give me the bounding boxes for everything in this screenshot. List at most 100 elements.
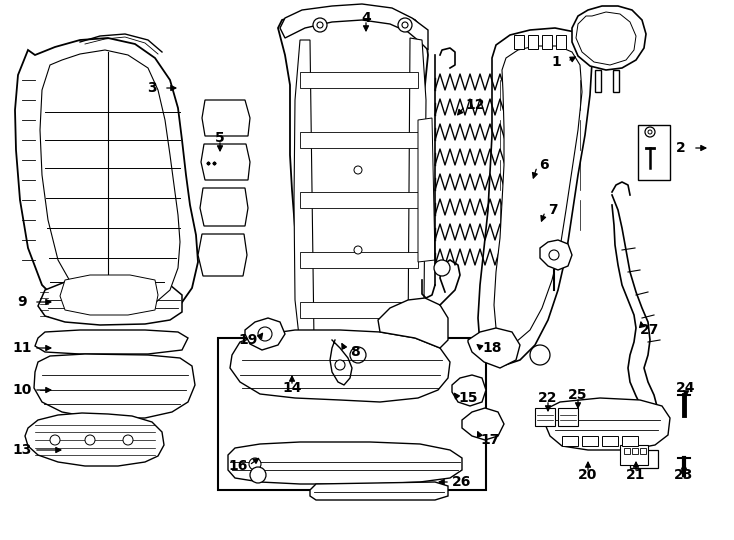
Bar: [640, 448, 646, 454]
Bar: [595, 70, 601, 92]
Bar: [556, 35, 566, 49]
Polygon shape: [202, 100, 250, 136]
Polygon shape: [40, 50, 180, 308]
Text: 16: 16: [228, 459, 247, 473]
Text: 9: 9: [17, 295, 27, 309]
Polygon shape: [201, 144, 250, 180]
Bar: [562, 436, 578, 446]
Bar: [624, 448, 630, 454]
Bar: [620, 445, 648, 465]
Circle shape: [50, 435, 60, 445]
Polygon shape: [15, 38, 198, 322]
Bar: [528, 35, 538, 49]
Bar: [582, 436, 598, 446]
Text: 15: 15: [458, 391, 478, 405]
Polygon shape: [462, 408, 504, 440]
Polygon shape: [478, 28, 592, 365]
Circle shape: [530, 345, 550, 365]
Polygon shape: [468, 328, 520, 368]
Circle shape: [402, 22, 408, 28]
Circle shape: [354, 246, 362, 254]
Circle shape: [249, 458, 261, 470]
Bar: [602, 436, 618, 446]
Polygon shape: [34, 354, 195, 418]
Polygon shape: [540, 240, 572, 270]
Polygon shape: [200, 188, 248, 226]
Text: 14: 14: [283, 381, 302, 395]
Bar: [630, 450, 658, 468]
Circle shape: [317, 22, 323, 28]
Text: 7: 7: [548, 203, 558, 217]
Polygon shape: [300, 72, 418, 88]
Polygon shape: [378, 298, 448, 348]
Polygon shape: [418, 118, 435, 262]
Text: 10: 10: [12, 383, 32, 397]
Bar: [535, 408, 555, 426]
Bar: [542, 35, 552, 49]
Polygon shape: [278, 8, 428, 368]
Text: 6: 6: [539, 158, 549, 172]
Circle shape: [85, 435, 95, 445]
Bar: [613, 70, 619, 92]
Text: 27: 27: [640, 323, 660, 337]
Circle shape: [648, 130, 652, 134]
Polygon shape: [35, 330, 188, 354]
Bar: [558, 408, 578, 426]
Text: 23: 23: [675, 468, 694, 482]
Text: 3: 3: [148, 81, 157, 95]
Polygon shape: [280, 4, 428, 50]
Text: 2: 2: [676, 141, 686, 155]
Polygon shape: [38, 278, 182, 325]
Bar: [632, 448, 638, 454]
Bar: [218, 338, 486, 490]
Polygon shape: [300, 132, 418, 148]
Text: 25: 25: [568, 388, 588, 402]
Text: 21: 21: [626, 468, 646, 482]
Circle shape: [258, 327, 272, 341]
Bar: [638, 125, 670, 180]
Polygon shape: [576, 12, 636, 65]
Text: 4: 4: [361, 11, 371, 25]
Text: 19: 19: [239, 333, 258, 347]
Circle shape: [350, 347, 366, 363]
Polygon shape: [300, 302, 418, 318]
Circle shape: [434, 260, 450, 276]
Polygon shape: [300, 192, 418, 208]
Polygon shape: [494, 46, 582, 342]
Text: 20: 20: [578, 468, 597, 482]
Circle shape: [645, 127, 655, 137]
Circle shape: [549, 250, 559, 260]
Text: 1: 1: [551, 55, 561, 69]
Text: 11: 11: [12, 341, 32, 355]
Circle shape: [354, 166, 362, 174]
Polygon shape: [294, 40, 314, 345]
Polygon shape: [452, 375, 486, 406]
Text: 13: 13: [12, 443, 32, 457]
Text: 5: 5: [215, 131, 225, 145]
Circle shape: [123, 435, 133, 445]
Text: 26: 26: [452, 475, 472, 489]
Circle shape: [398, 18, 412, 32]
Polygon shape: [245, 318, 285, 350]
Text: 24: 24: [676, 381, 696, 395]
Polygon shape: [310, 482, 448, 500]
Polygon shape: [198, 234, 247, 276]
Text: 12: 12: [465, 98, 484, 112]
Polygon shape: [545, 398, 670, 450]
Polygon shape: [300, 252, 418, 268]
Text: 17: 17: [480, 433, 500, 447]
Text: 8: 8: [350, 345, 360, 359]
Polygon shape: [572, 6, 646, 70]
Text: 22: 22: [538, 391, 558, 405]
Polygon shape: [228, 442, 462, 484]
Polygon shape: [230, 330, 450, 402]
Polygon shape: [25, 413, 164, 466]
Circle shape: [250, 467, 266, 483]
Text: 18: 18: [482, 341, 502, 355]
Circle shape: [335, 360, 345, 370]
Bar: [514, 35, 524, 49]
Polygon shape: [408, 38, 426, 345]
Polygon shape: [60, 275, 158, 315]
Circle shape: [313, 18, 327, 32]
Bar: [622, 436, 638, 446]
